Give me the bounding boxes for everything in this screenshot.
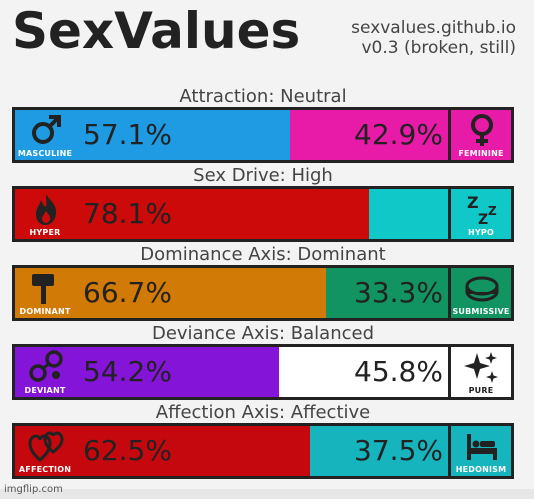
axis-row: AFFECTION 62.5% 37.5% HEDONISM xyxy=(12,423,514,479)
axis-label: Deviance Axis: Balanced xyxy=(151,323,375,344)
svg-text:Z: Z xyxy=(478,212,488,227)
affection-segment: 62.5% xyxy=(75,426,310,476)
hypo-badge: Z Z Z HYPO xyxy=(448,186,514,242)
deviant-percent: 54.2% xyxy=(83,355,172,388)
axis-4: Affection Axis: Affective AFFECTION 62.5% 3… xyxy=(12,402,514,482)
axis-bar: 54.2% 45.8% xyxy=(75,344,451,400)
hedonism-badge: HEDONISM xyxy=(448,423,514,479)
pure-segment: 45.8% xyxy=(278,347,451,397)
axis-label: Sex Drive: High xyxy=(193,165,333,186)
dominant-badge: DOMINANT xyxy=(12,265,78,321)
dominant-segment: 66.7% xyxy=(75,268,326,318)
deviant-badge: DEVIANT xyxy=(12,344,78,400)
hypo-segment xyxy=(368,189,451,239)
version-label: v0.3 (broken, still) xyxy=(361,38,516,58)
axis-label: Dominance Axis: Dominant xyxy=(140,244,386,265)
pure-badge: PURE xyxy=(448,344,514,400)
footer-strip xyxy=(0,489,534,499)
affection-percent: 62.5% xyxy=(83,434,172,467)
site-url[interactable]: sexvalues.github.io xyxy=(351,18,516,38)
axis-bar: 62.5% 37.5% xyxy=(75,423,451,479)
axis-label: Attraction: Neutral xyxy=(179,86,347,107)
badge-label: HYPO xyxy=(468,228,494,237)
masculine-segment: 57.1% xyxy=(75,110,290,160)
site-info: sexvalues.github.io v0.3 (broken, still) xyxy=(351,18,516,58)
header: SexValues sexvalues.github.io v0.3 (brok… xyxy=(0,0,534,78)
axis-row: DOMINANT 66.7% 33.3% SUBMISSIVE xyxy=(12,265,514,321)
submissive-percent: 33.3% xyxy=(354,276,443,309)
page-title: SexValues xyxy=(12,2,301,60)
pure-percent: 45.8% xyxy=(354,355,443,388)
badge-label: SUBMISSIVE xyxy=(452,307,510,316)
affection-badge: AFFECTION xyxy=(12,423,78,479)
badge-label: DOMINANT xyxy=(19,307,71,316)
dominant-percent: 66.7% xyxy=(83,276,172,309)
badge-label: MASCULINE xyxy=(17,149,73,158)
axis-0: Attraction: Neutral MASCULINE 57.1% 42.9% FE… xyxy=(12,86,514,166)
feminine-segment: 42.9% xyxy=(289,110,451,160)
svg-text:Z: Z xyxy=(488,204,497,218)
submissive-badge: SUBMISSIVE xyxy=(448,265,514,321)
feminine-badge: FEMININE xyxy=(448,107,514,163)
axis-3: Deviance Axis: Balanced DEVIANT 54.2% 45.8%… xyxy=(12,323,514,403)
hedonism-segment: 37.5% xyxy=(310,426,451,476)
axis-2: Dominance Axis: Dominant DOMINANT 66.7% 33.… xyxy=(12,244,514,324)
axis-row: DEVIANT 54.2% 45.8% PURE xyxy=(12,344,514,400)
hedonism-percent: 37.5% xyxy=(354,434,443,467)
svg-text:Z: Z xyxy=(467,193,479,212)
hyper-percent: 78.1% xyxy=(83,197,172,230)
badge-label: HEDONISM xyxy=(455,465,507,474)
masculine-percent: 57.1% xyxy=(83,118,172,151)
axis-bar: 57.1% 42.9% xyxy=(75,107,451,163)
axis-label: Affection Axis: Affective xyxy=(155,402,371,423)
axis-row: HYPER 78.1% Z Z Z HYPO xyxy=(12,186,514,242)
submissive-segment: 33.3% xyxy=(325,268,451,318)
badge-label: FEMININE xyxy=(458,149,504,158)
masculine-badge: MASCULINE xyxy=(12,107,78,163)
axis-1: Sex Drive: High HYPER 78.1% Z Z Z HYPO xyxy=(12,165,514,245)
badge-label: DEVIANT xyxy=(24,386,66,395)
deviant-segment: 54.2% xyxy=(75,347,279,397)
axis-bar: 66.7% 33.3% xyxy=(75,265,451,321)
hyper-badge: HYPER xyxy=(12,186,78,242)
badge-label: AFFECTION xyxy=(18,465,72,474)
feminine-percent: 42.9% xyxy=(354,118,443,151)
watermark: imgflip.com xyxy=(4,484,63,495)
badge-label: PURE xyxy=(468,386,494,395)
axis-row: MASCULINE 57.1% 42.9% FEMININE xyxy=(12,107,514,163)
axis-bar: 78.1% xyxy=(75,186,451,242)
hyper-segment: 78.1% xyxy=(75,189,369,239)
badge-label: HYPER xyxy=(29,228,61,237)
